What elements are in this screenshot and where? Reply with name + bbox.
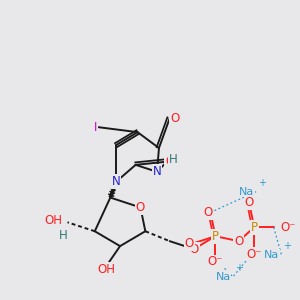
Text: +: + <box>284 241 292 251</box>
Text: P: P <box>251 221 258 234</box>
Text: +: + <box>258 178 266 188</box>
Text: O: O <box>136 201 145 214</box>
Text: O: O <box>184 237 194 250</box>
Text: O: O <box>234 235 243 248</box>
Text: H: H <box>59 229 68 242</box>
Text: Na: Na <box>216 272 231 282</box>
Text: OH: OH <box>98 263 116 276</box>
Text: O: O <box>170 112 179 125</box>
Text: O: O <box>203 206 212 219</box>
Text: O: O <box>165 155 174 168</box>
Text: Na: Na <box>239 187 254 196</box>
Text: OH: OH <box>45 214 63 227</box>
Text: +: + <box>235 263 243 273</box>
Text: O⁻: O⁻ <box>208 256 223 268</box>
Text: Na: Na <box>264 250 280 260</box>
Text: O⁻: O⁻ <box>280 221 296 234</box>
Text: N: N <box>153 165 161 178</box>
Text: N: N <box>112 175 121 188</box>
Text: I: I <box>94 121 98 134</box>
Text: P: P <box>212 230 219 243</box>
Text: H: H <box>169 153 178 167</box>
Text: O⁻: O⁻ <box>247 248 262 260</box>
Text: O: O <box>189 243 199 256</box>
Text: O: O <box>245 196 254 209</box>
